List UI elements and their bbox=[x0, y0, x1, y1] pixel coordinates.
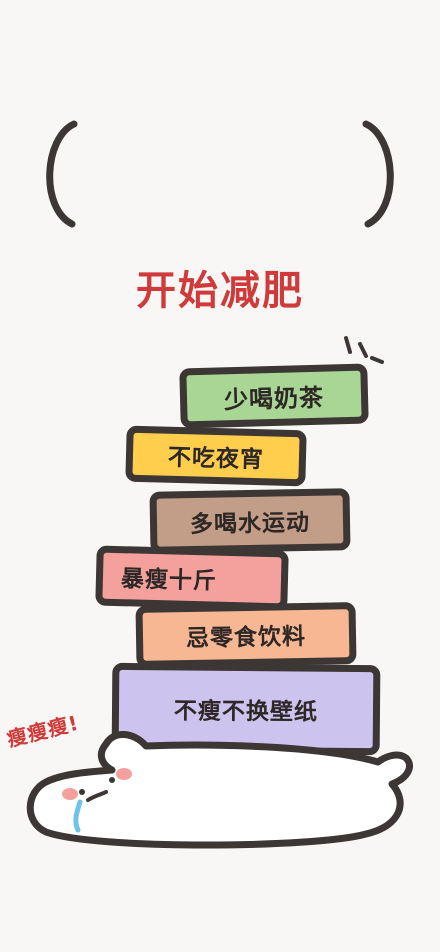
book-drink-water-exercise: 多喝水运动 bbox=[149, 488, 351, 554]
sparkle-icon bbox=[344, 336, 384, 364]
book-no-snacks-drinks: 忌零食饮料 bbox=[135, 602, 357, 668]
right-bracket-icon bbox=[362, 120, 394, 228]
crying-bunny-icon bbox=[26, 731, 413, 849]
book-lose-ten-jin: 暴瘦十斤 bbox=[95, 545, 289, 611]
page-title: 开始减肥 bbox=[136, 268, 304, 314]
left-bracket-icon bbox=[46, 120, 78, 228]
book-no-late-snack: 不吃夜宵 bbox=[125, 425, 307, 487]
book-less-milk-tea: 少喝奶茶 bbox=[179, 363, 369, 429]
